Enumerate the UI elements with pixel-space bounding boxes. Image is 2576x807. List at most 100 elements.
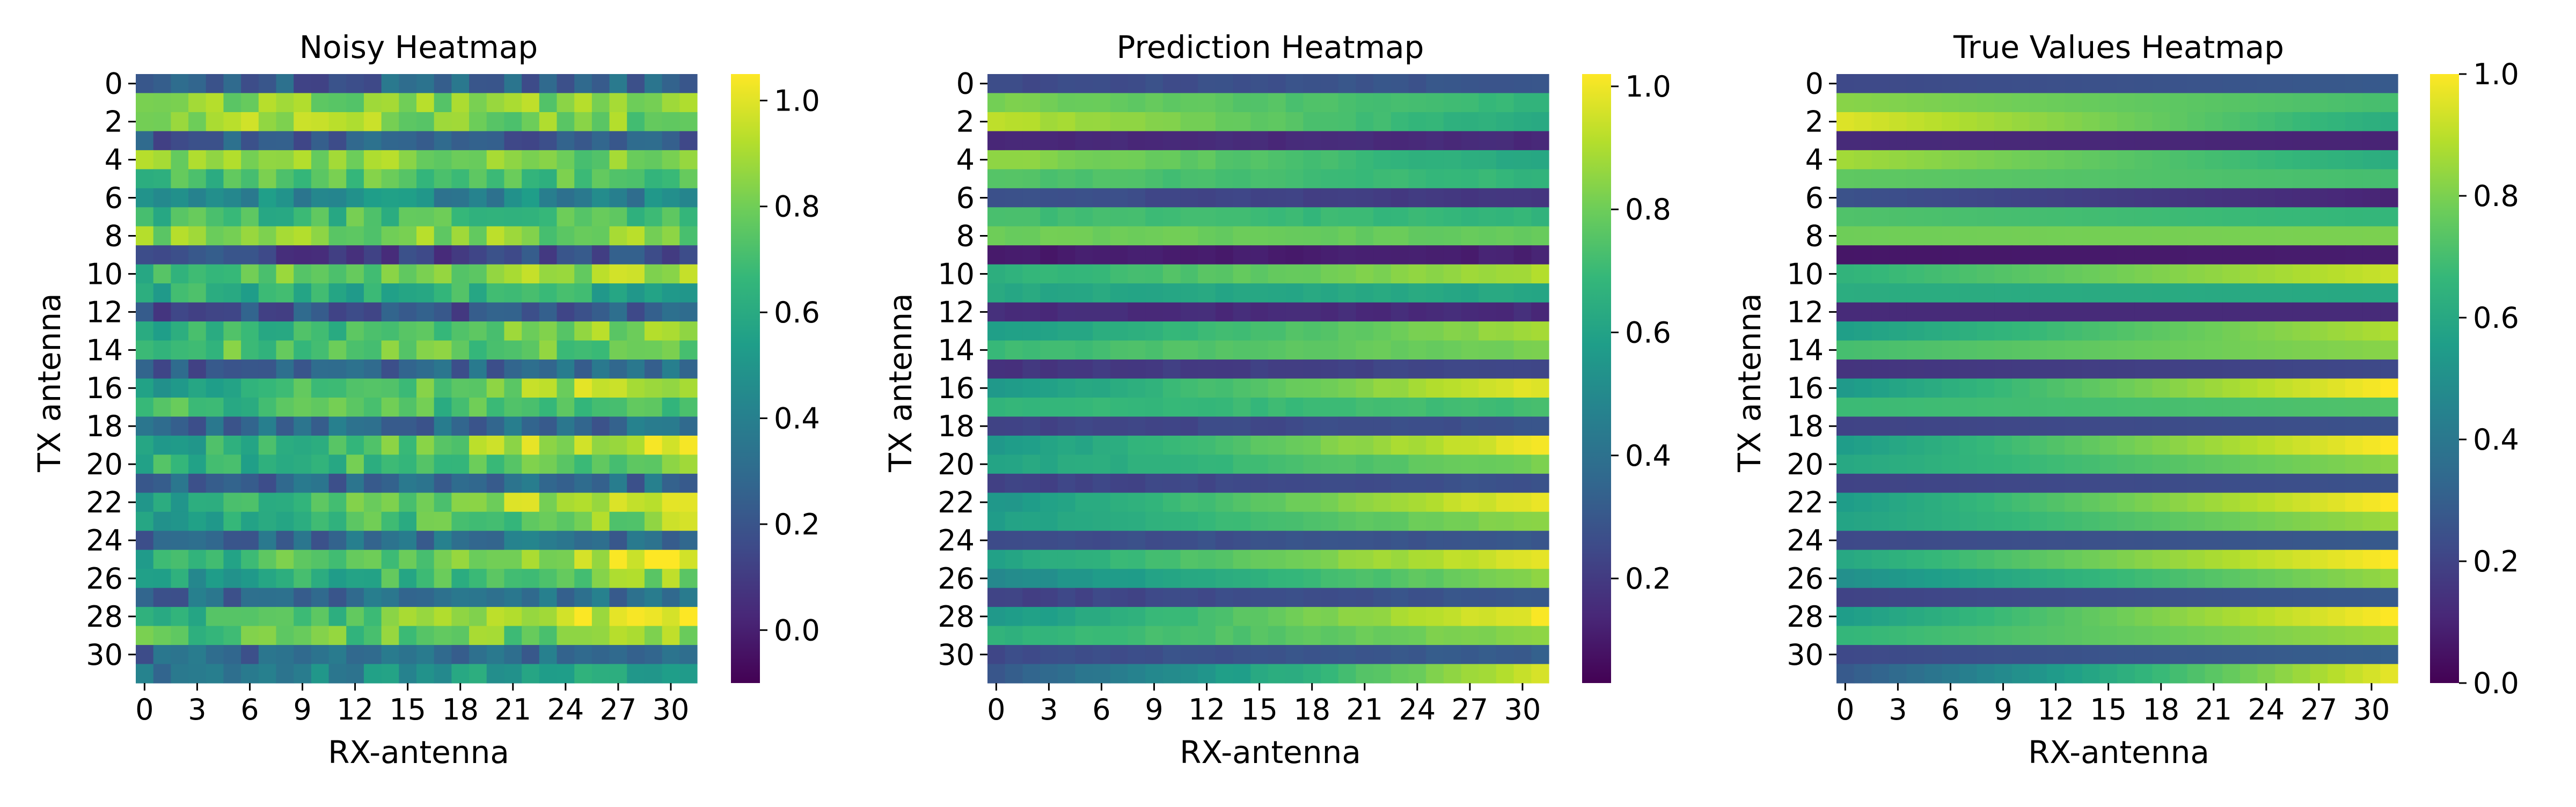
prediction-heatmap-cell [1198,207,1216,227]
true-values-heatmap-cell [2064,360,2083,379]
noisy-heatmap-cell [311,664,330,684]
prediction-heatmap-cell [1531,188,1549,208]
prediction-heatmap-cell [1496,131,1514,151]
true-values-heatmap-cell [1942,207,1960,227]
true-values-heatmap-cell [1977,340,1995,360]
prediction-heatmap-cell [1479,569,1497,589]
noisy-heatmap-cell [416,664,435,684]
true-values-heatmap-cell [2328,93,2346,113]
noisy-heatmap-cell [539,112,558,132]
noisy-heatmap-cell [171,321,189,341]
noisy-heatmap-cell [206,245,224,265]
prediction-heatmap-cell [1128,664,1146,684]
noisy-heatmap-cell [451,531,470,551]
noisy-y-tick-label: 18 [86,409,123,443]
noisy-heatmap-cell [276,264,294,284]
prediction-heatmap-cell [1128,588,1146,607]
prediction-heatmap-cell [1040,112,1058,132]
noisy-heatmap-cells [136,74,698,684]
prediction-heatmap-cell [1198,226,1216,246]
prediction-heatmap-cell [1075,321,1093,341]
noisy-heatmap-cell [223,131,241,151]
true-values-heatmap-cell [2222,264,2241,284]
noisy-heatmap-cell [416,397,435,417]
true-values-heatmap-cell [2099,302,2118,322]
noisy-heatmap-cell [311,454,330,474]
prediction-heatmap-cell [1338,378,1357,398]
true-values-heatmap-cell [1889,283,1907,303]
true-values-heatmap-cell [2170,626,2188,645]
true-values-heatmap-cell [2205,569,2223,589]
noisy-heatmap-cell [136,378,154,398]
prediction-heatmap-cell [1321,112,1339,132]
noisy-heatmap-cell [171,150,189,170]
prediction-heatmap-cell [1233,131,1251,151]
true-values-y-tick-label: 28 [1787,600,1824,634]
true-values-heatmap-cell [2029,150,2047,170]
noisy-heatmap-cell [136,531,154,551]
noisy-heatmap-cell [276,493,294,512]
prediction-heatmap-cell [1180,112,1198,132]
noisy-heatmap-cell [434,645,452,665]
true-values-heatmap-cell [2029,207,2047,227]
true-values-heatmap-cell [2240,264,2258,284]
prediction-heatmap-cell [1057,588,1076,607]
true-values-heatmap-cell [2275,416,2293,436]
noisy-heatmap-cell [609,74,627,94]
true-values-heatmap-cell [2310,245,2328,265]
true-values-heatmap-cell [2222,549,2241,569]
true-values-heatmap-cell [2134,493,2153,512]
noisy-heatmap-cell [294,112,312,132]
true-values-heatmap-cell [1836,226,1855,246]
true-values-heatmap-cell [1994,531,2012,551]
true-values-y-tick-label: 16 [1787,371,1824,405]
noisy-heatmap-cell [469,435,487,455]
prediction-heatmap-cell [1128,93,1146,113]
noisy-heatmap-cell [276,169,294,189]
prediction-heatmap-cell [1303,188,1321,208]
noisy-heatmap-cell [346,549,364,569]
noisy-heatmap-cell [591,511,610,531]
true-values-heatmap-cell [2310,340,2328,360]
noisy-heatmap-cell [241,93,259,113]
true-values-heatmap-cell [1994,454,2012,474]
noisy-heatmap-cell [609,340,627,360]
prediction-heatmap-cell [1040,283,1058,303]
prediction-heatmap-cell [1268,321,1286,341]
noisy-heatmap-cell [557,360,575,379]
prediction-heatmap-cell [1215,511,1234,531]
true-values-heatmap-cell [2362,588,2381,607]
true-values-heatmap-cell [2152,435,2170,455]
true-values-heatmap-cell [2240,645,2258,665]
true-values-heatmap-cell [2064,264,2083,284]
prediction-y-tick-label: 20 [938,447,975,481]
prediction-heatmap-cell [1145,435,1163,455]
noisy-heatmap-cell [416,150,435,170]
true-values-heatmap-cell [2362,169,2381,189]
noisy-heatmap-cell [609,169,627,189]
prediction-heatmap-cell [1093,549,1111,569]
noisy-heatmap-cell [294,511,312,531]
prediction-heatmap-cell [1040,340,1058,360]
true-values-heatmap-cell [2257,93,2275,113]
true-values-heatmap-cell [2134,454,2153,474]
noisy-heatmap-cell [328,588,347,607]
prediction-heatmap-cell [1233,112,1251,132]
prediction-heatmap-cell [1479,473,1497,493]
noisy-heatmap-cell [311,150,330,170]
noisy-heatmap-cell [294,397,312,417]
true-values-heatmap-cell [2047,454,2065,474]
true-values-heatmap-cell [2222,360,2241,379]
true-values-heatmap-cell [2170,645,2188,665]
noisy-heatmap-cell [627,511,645,531]
true-values-heatmap-cell [2099,74,2118,94]
true-values-heatmap-cell [2328,321,2346,341]
true-values-heatmap-cell [1959,340,1978,360]
prediction-heatmap-cell [1285,169,1304,189]
prediction-heatmap-cell [1321,74,1339,94]
noisy-colorbar-tick-label: 0.4 [774,402,820,436]
true-values-heatmap-cell [2064,207,2083,227]
prediction-heatmap-cell [1338,511,1357,531]
prediction-heatmap-cell [1531,93,1549,113]
true-values-heatmap-cell [1942,360,1960,379]
